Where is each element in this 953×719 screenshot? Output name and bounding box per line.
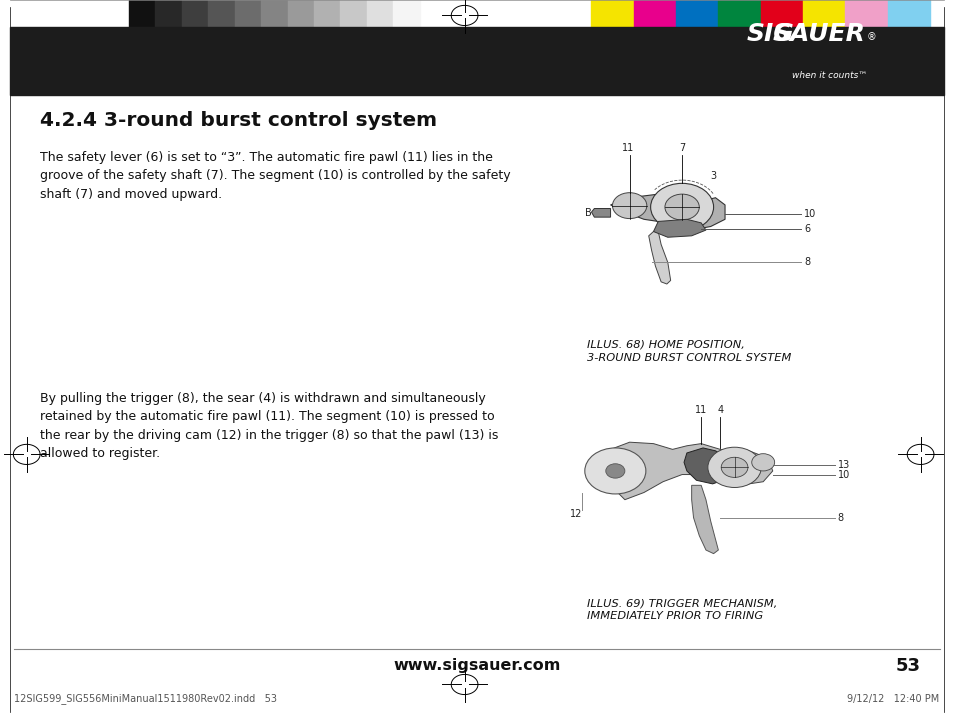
Bar — [208, 0, 234, 27]
Text: 11: 11 — [695, 405, 706, 415]
Bar — [633, 0, 676, 27]
Bar — [181, 0, 208, 27]
Text: 3: 3 — [710, 171, 716, 181]
Polygon shape — [683, 448, 731, 484]
Bar — [676, 0, 718, 27]
Polygon shape — [648, 232, 670, 284]
Circle shape — [664, 194, 699, 220]
Bar — [802, 0, 844, 27]
Bar — [10, 27, 943, 95]
Polygon shape — [653, 219, 705, 237]
Text: ILLUS. 69) TRIGGER MECHANISM,
IMMEDIATELY PRIOR TO FIRING: ILLUS. 69) TRIGGER MECHANISM, IMMEDIATEL… — [586, 598, 777, 621]
Bar — [261, 0, 287, 27]
Circle shape — [751, 454, 774, 471]
Text: when it counts™: when it counts™ — [791, 71, 867, 80]
Bar — [844, 0, 887, 27]
Text: 4.2.4 3-round burst control system: 4.2.4 3-round burst control system — [40, 111, 436, 130]
Text: 11: 11 — [621, 143, 633, 153]
Text: 9/12/12   12:40 PM: 9/12/12 12:40 PM — [846, 694, 939, 704]
Bar — [718, 0, 760, 27]
Text: 12SIG599_SIG556MiniManual1511980Rev02.indd   53: 12SIG599_SIG556MiniManual1511980Rev02.in… — [14, 693, 277, 705]
Text: 8: 8 — [803, 257, 809, 267]
Circle shape — [707, 447, 760, 487]
Polygon shape — [596, 442, 772, 500]
Bar — [340, 0, 367, 27]
Circle shape — [612, 193, 646, 219]
Text: 4: 4 — [717, 405, 722, 415]
Text: By pulling the trigger (8), the sear (4) is withdrawn and simultaneously
retaine: By pulling the trigger (8), the sear (4)… — [40, 392, 497, 460]
Bar — [0, 0, 953, 27]
Circle shape — [584, 448, 645, 494]
Text: 10: 10 — [803, 209, 816, 219]
Text: 7: 7 — [679, 143, 684, 153]
Text: 53: 53 — [895, 656, 920, 675]
Text: 10: 10 — [837, 470, 849, 480]
Bar — [129, 0, 155, 27]
Text: 8: 8 — [837, 513, 842, 523]
Circle shape — [605, 464, 624, 478]
Text: SAUER: SAUER — [772, 22, 864, 46]
Bar — [367, 0, 393, 27]
Text: www.sigsauer.com: www.sigsauer.com — [393, 659, 560, 673]
Polygon shape — [610, 194, 724, 230]
Bar — [393, 0, 419, 27]
Text: ®: ® — [865, 32, 875, 42]
Bar — [234, 0, 261, 27]
Bar — [760, 0, 802, 27]
Text: 13: 13 — [837, 460, 849, 470]
Text: B: B — [584, 208, 591, 218]
Text: 6: 6 — [803, 224, 809, 234]
Bar — [155, 0, 181, 27]
Bar — [287, 0, 314, 27]
Circle shape — [650, 183, 713, 231]
Bar — [591, 0, 633, 27]
Bar — [887, 0, 929, 27]
Polygon shape — [591, 209, 610, 217]
Text: ILLUS. 68) HOME POSITION,
3-ROUND BURST CONTROL SYSTEM: ILLUS. 68) HOME POSITION, 3-ROUND BURST … — [586, 339, 790, 362]
Bar — [314, 0, 340, 27]
Text: 12: 12 — [569, 509, 581, 519]
Text: The safety lever (6) is set to “3”. The automatic fire pawl (11) lies in the
gro: The safety lever (6) is set to “3”. The … — [40, 151, 510, 201]
Polygon shape — [691, 485, 718, 554]
Text: SIG: SIG — [746, 22, 794, 46]
Circle shape — [720, 457, 747, 477]
